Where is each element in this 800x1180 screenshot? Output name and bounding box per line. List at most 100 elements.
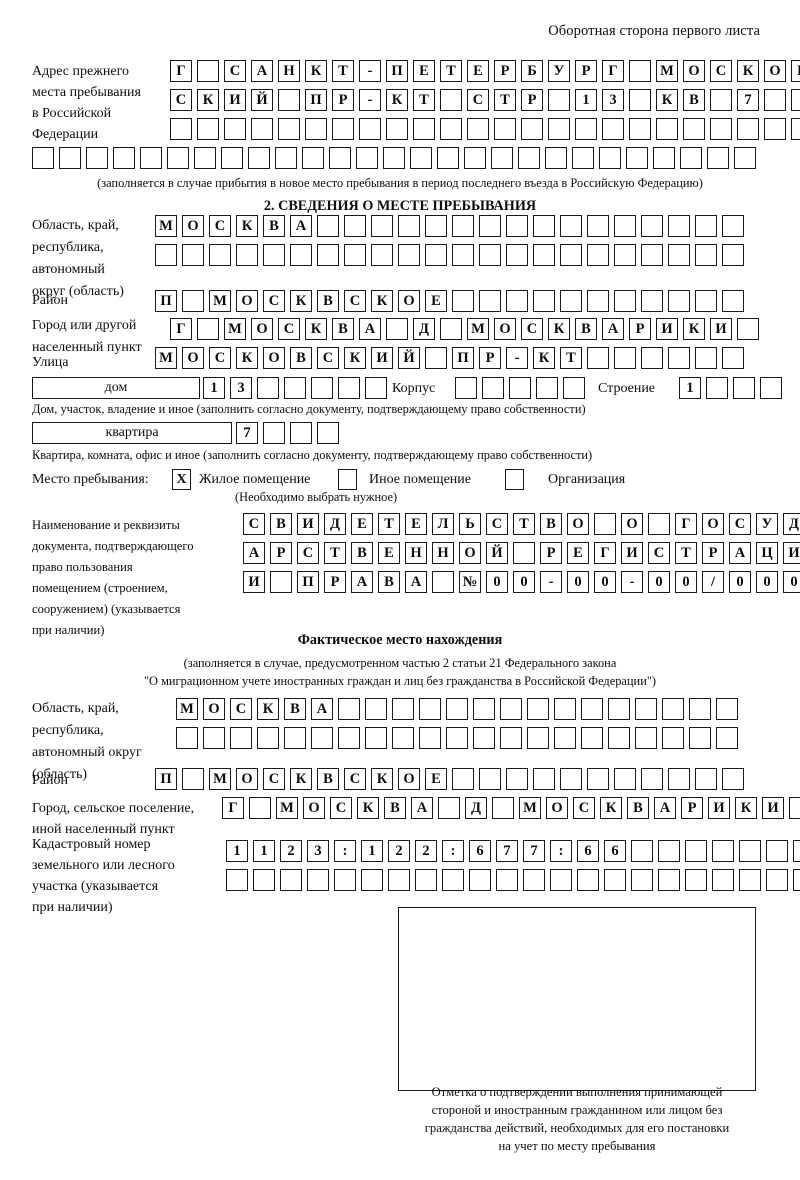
- form-cell[interactable]: Е: [378, 542, 400, 564]
- form-cell[interactable]: В: [263, 215, 285, 237]
- form-cell[interactable]: Т: [378, 513, 400, 535]
- form-cell[interactable]: К: [236, 215, 258, 237]
- form-cell[interactable]: [641, 215, 663, 237]
- form-cell[interactable]: Р: [270, 542, 292, 564]
- form-cell[interactable]: [221, 147, 243, 169]
- form-cell[interactable]: [668, 768, 690, 790]
- form-cell[interactable]: [554, 727, 576, 749]
- form-cell[interactable]: [392, 698, 414, 720]
- form-cell[interactable]: М: [467, 318, 489, 340]
- form-cell[interactable]: [473, 698, 495, 720]
- form-cell[interactable]: М: [224, 318, 246, 340]
- form-cell[interactable]: [685, 869, 707, 891]
- form-cell[interactable]: [209, 244, 231, 266]
- stay-place-checkbox-residential[interactable]: X: [172, 469, 191, 490]
- stay-place-checkbox-organization[interactable]: [505, 469, 524, 490]
- form-cell[interactable]: У: [548, 60, 570, 82]
- form-cell[interactable]: [695, 290, 717, 312]
- form-cell[interactable]: С: [573, 797, 595, 819]
- form-cell[interactable]: [656, 118, 678, 140]
- form-cell[interactable]: [167, 147, 189, 169]
- form-cell[interactable]: [365, 698, 387, 720]
- form-cell[interactable]: -: [540, 571, 562, 593]
- form-cell[interactable]: И: [621, 542, 643, 564]
- form-cell[interactable]: А: [290, 215, 312, 237]
- form-cell[interactable]: К: [737, 60, 759, 82]
- form-cell[interactable]: :: [334, 840, 356, 862]
- form-cell[interactable]: [388, 869, 410, 891]
- form-cell[interactable]: [182, 290, 204, 312]
- form-cell[interactable]: В: [384, 797, 406, 819]
- form-cell[interactable]: С: [297, 542, 319, 564]
- form-cell[interactable]: [712, 869, 734, 891]
- form-cell[interactable]: [356, 147, 378, 169]
- form-cell[interactable]: [658, 840, 680, 862]
- structure-cells[interactable]: 1: [679, 377, 782, 399]
- form-cell[interactable]: [496, 869, 518, 891]
- form-cell[interactable]: О: [203, 698, 225, 720]
- form-cell[interactable]: -: [359, 60, 381, 82]
- form-cell[interactable]: Р: [332, 89, 354, 111]
- form-cell[interactable]: [631, 869, 653, 891]
- form-cell[interactable]: Г: [594, 542, 616, 564]
- form-cell[interactable]: К: [683, 318, 705, 340]
- form-cell[interactable]: 1: [253, 840, 275, 862]
- form-cell[interactable]: 0: [594, 571, 616, 593]
- form-cell[interactable]: С: [317, 347, 339, 369]
- form-cell[interactable]: [194, 147, 216, 169]
- form-cell[interactable]: [479, 290, 501, 312]
- form-cell[interactable]: [467, 118, 489, 140]
- form-cell[interactable]: [469, 869, 491, 891]
- form-cell[interactable]: А: [359, 318, 381, 340]
- form-cell[interactable]: О: [683, 60, 705, 82]
- form-cell[interactable]: И: [710, 318, 732, 340]
- form-cell[interactable]: [695, 244, 717, 266]
- form-cell[interactable]: [641, 347, 663, 369]
- form-cell[interactable]: [452, 290, 474, 312]
- form-cell[interactable]: [419, 727, 441, 749]
- form-cell[interactable]: Р: [540, 542, 562, 564]
- form-cell[interactable]: [722, 768, 744, 790]
- form-cell[interactable]: [344, 244, 366, 266]
- form-cell[interactable]: С: [263, 290, 285, 312]
- form-cell[interactable]: М: [155, 215, 177, 237]
- form-cell[interactable]: О: [182, 215, 204, 237]
- form-cell[interactable]: 0: [486, 571, 508, 593]
- form-cell[interactable]: [311, 377, 333, 399]
- form-cell[interactable]: [739, 869, 761, 891]
- form-cell[interactable]: П: [452, 347, 474, 369]
- form-cell[interactable]: [432, 571, 454, 593]
- form-cell[interactable]: [641, 768, 663, 790]
- form-cell[interactable]: [563, 377, 585, 399]
- form-cell[interactable]: Н: [405, 542, 427, 564]
- prev-address-row[interactable]: [170, 118, 800, 140]
- form-cell[interactable]: Д: [413, 318, 435, 340]
- form-cell[interactable]: [722, 347, 744, 369]
- form-cell[interactable]: [236, 244, 258, 266]
- form-cell[interactable]: Р: [324, 571, 346, 593]
- form-cell[interactable]: С: [209, 347, 231, 369]
- form-cell[interactable]: [641, 290, 663, 312]
- form-cell[interactable]: В: [284, 698, 306, 720]
- form-cell[interactable]: [509, 377, 531, 399]
- stay-place-checkbox-other[interactable]: [338, 469, 357, 490]
- form-cell[interactable]: [305, 118, 327, 140]
- form-cell[interactable]: 7: [523, 840, 545, 862]
- form-cell[interactable]: [614, 290, 636, 312]
- form-cell[interactable]: И: [708, 797, 730, 819]
- form-cell[interactable]: В: [575, 318, 597, 340]
- form-cell[interactable]: 1: [203, 377, 225, 399]
- form-cell[interactable]: А: [411, 797, 433, 819]
- form-cell[interactable]: [425, 244, 447, 266]
- form-cell[interactable]: 0: [756, 571, 778, 593]
- form-cell[interactable]: [662, 727, 684, 749]
- form-cell[interactable]: [712, 840, 734, 862]
- form-cell[interactable]: И: [297, 513, 319, 535]
- form-cell[interactable]: С: [486, 513, 508, 535]
- form-cell[interactable]: М: [519, 797, 541, 819]
- form-cell[interactable]: [760, 377, 782, 399]
- form-cell[interactable]: Р: [629, 318, 651, 340]
